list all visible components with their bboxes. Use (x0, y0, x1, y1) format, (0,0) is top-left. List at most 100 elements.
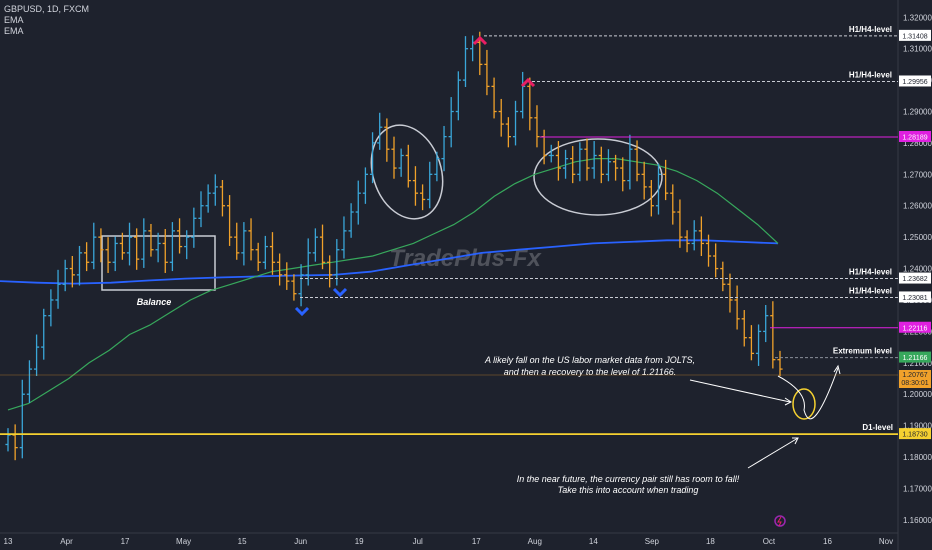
price-bar (48, 289, 54, 327)
price-tick-label: 1.28000 (903, 139, 932, 148)
current-price-value: 1.20767 (902, 372, 927, 379)
time-axis[interactable]: 13 Apr 17 May 15 Jun 19 Jul 17 Aug 14 Sep 18 Oct 16 Nov (4, 537, 894, 546)
price-bar (162, 228, 168, 273)
current-price-box (899, 370, 931, 388)
price-bar (448, 97, 454, 148)
time-tick-label: 16 (823, 537, 832, 546)
price-bar (748, 325, 755, 361)
h1-h4-level: H1/H4-level 1.23682 (300, 268, 931, 284)
price-bar (55, 269, 61, 309)
price-bar (512, 100, 519, 146)
level-label: H1/H4-level (849, 25, 892, 34)
ema-indicator-1[interactable]: EMA (4, 15, 24, 25)
bottom-marker-2 (332, 287, 348, 298)
price-bar (41, 308, 47, 360)
price-bar (284, 262, 290, 290)
price-tick-label: 1.26000 (903, 202, 932, 211)
price-tag-value: 1.21166 (903, 355, 928, 362)
price-bar (241, 222, 247, 266)
note-fall-line-2: Take this into account when trading (558, 485, 699, 495)
price-tag-value: 1.22116 (903, 325, 928, 332)
price-bar (577, 142, 583, 182)
forecast-arrowhead (833, 364, 841, 375)
price-bar (291, 274, 297, 301)
countdown-value: 08:30:01 (901, 380, 928, 387)
price-bar (355, 180, 361, 225)
level-label: H1/H4-level (849, 268, 892, 277)
h1-h4-level: H1/H4-level 1.31408 (484, 25, 931, 41)
price-bar (5, 428, 11, 452)
lightning-icon (777, 516, 782, 527)
time-tick-label: 18 (706, 537, 715, 546)
price-bar (398, 148, 404, 177)
chart-legend[interactable]: GBPUSD, 1D, FXCM EMA EMA (4, 4, 89, 37)
note-arrow-1-head (784, 397, 792, 406)
event-icon[interactable] (774, 515, 786, 527)
price-bar (155, 232, 161, 263)
price-tag (899, 428, 931, 440)
price-bar (562, 149, 569, 179)
time-tick-label: 19 (355, 537, 364, 546)
price-bar (627, 134, 633, 190)
note-arrow-2 (747, 437, 799, 469)
price-bar (348, 203, 354, 238)
price-bar (434, 151, 440, 182)
price-bar (134, 228, 140, 270)
price-bar (734, 285, 740, 330)
note-arrow-1 (689, 379, 791, 403)
price-bar (98, 228, 104, 263)
price-bar (427, 161, 433, 209)
price-bar (205, 184, 211, 213)
symbol-label[interactable]: GBPUSD, 1D, FXCM (4, 4, 90, 14)
price-bar (12, 424, 18, 461)
ema-fast-line (7, 158, 779, 411)
price-bar (663, 159, 669, 201)
price-bar (498, 98, 504, 137)
price-bar (262, 235, 268, 270)
price-bar (441, 125, 447, 172)
marker-level: 1.28189 (540, 130, 931, 142)
price-bar (327, 255, 333, 288)
price-bar (334, 239, 340, 286)
marker-level: 1.22116 (770, 321, 931, 333)
price-bar (455, 71, 461, 121)
price-tag-value: 1.29956 (902, 79, 927, 86)
price-bar (33, 334, 40, 376)
price-bar (191, 207, 197, 248)
ellipse-top-2 (533, 138, 663, 216)
price-bar (384, 118, 390, 162)
price-bar (269, 232, 276, 275)
price-bar (112, 236, 118, 272)
price-bar (655, 163, 662, 215)
price-bar (198, 191, 204, 228)
price-bar (777, 350, 783, 376)
price-bar (605, 149, 612, 182)
price-bar (391, 136, 397, 179)
price-bar (598, 146, 604, 184)
ema-indicator-2[interactable]: EMA (4, 26, 24, 36)
forecast-path (777, 367, 839, 420)
price-bar (369, 132, 376, 184)
price-bar (755, 324, 762, 366)
price-bar (412, 166, 419, 206)
time-tick-label: May (176, 537, 191, 546)
price-tag-value: 1.28189 (902, 134, 927, 141)
price-bar (555, 141, 562, 181)
price-bar (305, 238, 311, 286)
price-bar (277, 253, 283, 286)
price-bar (62, 259, 68, 292)
price-bar (548, 144, 554, 163)
h1-h4-level: H1/H4-level 1.23081 (300, 286, 931, 303)
ema-slow-line (0, 239, 779, 285)
price-bar (298, 264, 304, 307)
price-bar (534, 105, 540, 148)
price-bar (570, 146, 576, 184)
time-tick-label: 13 (4, 537, 13, 546)
price-bar (91, 222, 97, 270)
price-tag (899, 75, 931, 87)
price-tick-label: 1.19000 (903, 422, 932, 431)
price-bar (713, 243, 719, 278)
price-bar (505, 117, 511, 148)
note-jolts-line-2: and then a recovery to the level of 1.21… (504, 367, 676, 377)
